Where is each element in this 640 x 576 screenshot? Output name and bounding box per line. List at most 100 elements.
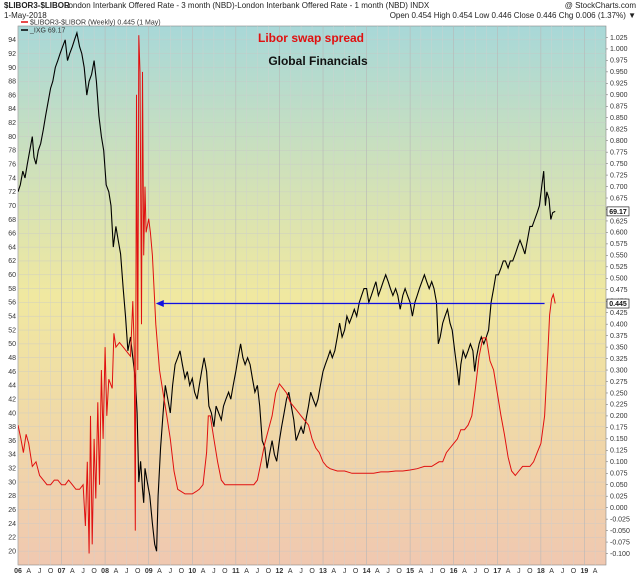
- right-tick-label: 0.575: [610, 241, 628, 248]
- left-tick-label: 24: [8, 521, 16, 528]
- x-tick-label: O: [222, 568, 228, 575]
- left-tick-label: 22: [8, 535, 16, 542]
- x-tick-label: 13: [319, 568, 327, 575]
- right-tick-label: 0.425: [610, 310, 628, 317]
- x-tick-label: A: [549, 568, 554, 575]
- x-tick-label: 10: [188, 568, 196, 575]
- right-tick-label: 0.725: [610, 172, 628, 179]
- x-tick-label: J: [169, 568, 173, 575]
- left-tick-label: 72: [8, 189, 16, 196]
- x-tick-label: O: [396, 568, 402, 575]
- right-tick-label: -0.050: [610, 528, 630, 535]
- x-tick-label: O: [309, 568, 315, 575]
- x-tick-label: A: [331, 568, 336, 575]
- left-tick-label: 70: [8, 203, 16, 210]
- x-tick-label: O: [571, 568, 577, 575]
- x-tick-label: O: [179, 568, 185, 575]
- right-tick-label: 0.125: [610, 448, 628, 455]
- x-tick-label: A: [375, 568, 380, 575]
- series-line-ixg: [18, 30, 556, 552]
- left-tick-label: 20: [8, 548, 16, 555]
- x-tick-label: J: [256, 568, 260, 575]
- left-tick-label: 68: [8, 217, 16, 224]
- right-tick-label: 0.900: [610, 92, 628, 99]
- x-tick-label: 12: [275, 568, 283, 575]
- x-tick-label: O: [527, 568, 533, 575]
- x-tick-label: 17: [493, 568, 501, 575]
- x-tick-label: 11: [232, 568, 240, 575]
- right-tick-label: 0.175: [610, 425, 628, 432]
- right-tick-label: 1.025: [610, 35, 628, 42]
- left-tick-label: 50: [8, 341, 16, 348]
- right-tick-label: 0.600: [610, 230, 628, 237]
- right-tick-label: 0.100: [610, 459, 628, 466]
- right-tick-label: 0.350: [610, 344, 628, 351]
- left-tick-label: 32: [8, 466, 16, 473]
- last-value-libor-label: 0.445: [609, 301, 627, 308]
- legend-label-ixg: _IXG 69.17: [29, 28, 66, 35]
- left-tick-label: 62: [8, 258, 16, 265]
- right-tick-label: 0.550: [610, 253, 628, 260]
- right-tick-label: 0.975: [610, 58, 628, 65]
- right-tick-label: 0.825: [610, 127, 628, 134]
- right-tick-label: 0.700: [610, 184, 628, 191]
- x-tick-label: J: [474, 568, 478, 575]
- x-tick-label: J: [299, 568, 303, 575]
- x-tick-label: 16: [450, 568, 458, 575]
- right-tick-label: 0.950: [610, 69, 628, 76]
- left-tick-label: 56: [8, 300, 16, 307]
- right-tick-label: 0.225: [610, 402, 628, 409]
- x-tick-label: O: [440, 568, 446, 575]
- x-tick-label: A: [26, 568, 31, 575]
- left-tick-label: 78: [8, 148, 16, 155]
- right-tick-label: 0.675: [610, 195, 628, 202]
- x-tick-label: A: [288, 568, 293, 575]
- x-tick-label: O: [484, 568, 490, 575]
- right-tick-label: 0.800: [610, 138, 628, 145]
- right-tick-label: 0.150: [610, 436, 628, 443]
- x-tick-label: O: [135, 568, 141, 575]
- annotation-libor-swap-spread: Libor swap spread: [258, 31, 364, 45]
- left-tick-label: 38: [8, 424, 16, 431]
- x-tick-label: O: [48, 568, 54, 575]
- x-tick-label: 15: [406, 568, 414, 575]
- right-tick-label: 0.250: [610, 390, 628, 397]
- right-tick-label: 0.625: [610, 218, 628, 225]
- left-tick-label: 88: [8, 79, 16, 86]
- left-tick-label: 26: [8, 507, 16, 514]
- right-tick-label: 0.025: [610, 493, 628, 500]
- right-tick-label: 0.500: [610, 276, 628, 283]
- left-tick-label: 90: [8, 65, 16, 72]
- x-tick-label: J: [430, 568, 434, 575]
- left-tick-label: 94: [8, 37, 16, 44]
- left-tick-label: 44: [8, 383, 16, 390]
- x-tick-label: A: [593, 568, 598, 575]
- left-tick-label: 34: [8, 452, 16, 459]
- chart-date: 1-May-2018: [4, 11, 47, 20]
- right-tick-label: 1.000: [610, 46, 628, 53]
- left-tick-label: 80: [8, 134, 16, 141]
- right-tick-label: 0.050: [610, 482, 628, 489]
- left-tick-label: 30: [8, 479, 16, 486]
- x-tick-label: J: [386, 568, 390, 575]
- right-tick-label: 0.275: [610, 379, 628, 386]
- left-tick-label: 28: [8, 493, 16, 500]
- left-tick-label: 82: [8, 120, 16, 127]
- right-tick-label: 0.300: [610, 367, 628, 374]
- right-tick-label: 0.525: [610, 264, 628, 271]
- x-tick-label: J: [81, 568, 85, 575]
- left-tick-label: 36: [8, 438, 16, 445]
- right-tick-label: -0.100: [610, 551, 630, 558]
- x-tick-label: J: [343, 568, 347, 575]
- last-value-ixg: 69.17: [606, 206, 630, 217]
- left-tick-label: 42: [8, 396, 16, 403]
- x-tick-label: 19: [581, 568, 589, 575]
- left-tick-label: 46: [8, 369, 16, 376]
- x-tick-label: A: [506, 568, 511, 575]
- left-tick-label: 48: [8, 355, 16, 362]
- x-tick-label: J: [38, 568, 42, 575]
- x-tick-label: J: [212, 568, 216, 575]
- right-tick-label: 0.875: [610, 104, 628, 111]
- x-tick-label: J: [561, 568, 565, 575]
- right-tick-label: 0.475: [610, 287, 628, 294]
